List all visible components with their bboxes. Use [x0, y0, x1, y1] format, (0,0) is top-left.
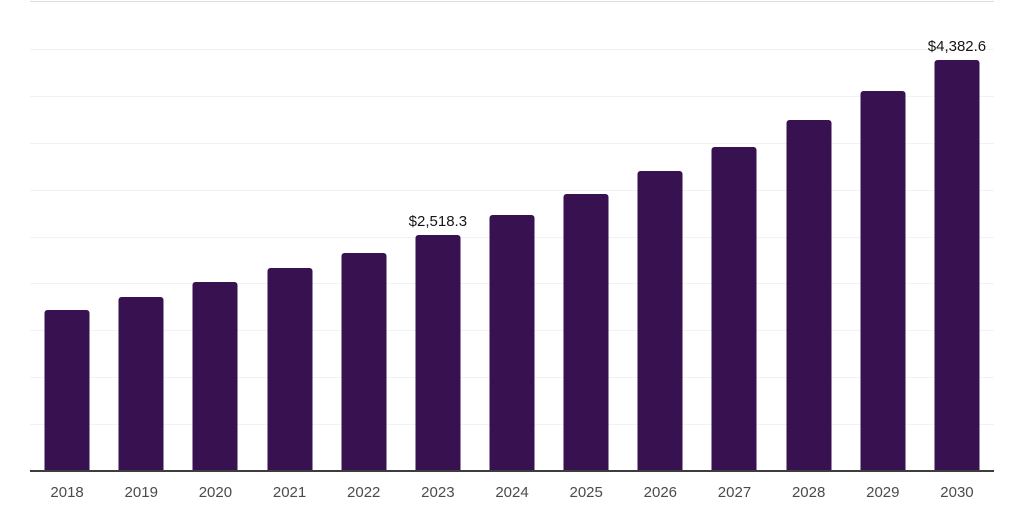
x-axis-tick-labels: 2018 2019 2020 2021 2022 2023 2024 2025 2026 2027… [30, 484, 994, 502]
bar-2023[interactable] [415, 234, 461, 471]
bar-slot-2029 [846, 2, 920, 471]
bar-slot-2027 [697, 2, 771, 471]
gridline [30, 48, 994, 50]
x-tick-2027: 2027 [717, 484, 752, 501]
bar-2025[interactable] [563, 194, 609, 471]
bar-slot-2022 [327, 2, 401, 471]
bar-slot-2018 [30, 2, 104, 471]
bar-2026[interactable] [637, 171, 683, 471]
bar-2019[interactable] [118, 296, 164, 471]
x-tick-2026: 2026 [643, 484, 678, 501]
value-label-2030: $4,382.6 [927, 37, 987, 55]
value-label-2023: $2,518.3 [408, 212, 468, 230]
gridline [30, 189, 994, 191]
bar-2027[interactable] [711, 146, 757, 471]
x-tick-2020: 2020 [198, 484, 233, 501]
bar-slot-2025 [549, 2, 623, 471]
bar-2022[interactable] [341, 252, 387, 471]
x-tick-2029: 2029 [866, 484, 900, 501]
x-tick-2025: 2025 [569, 484, 603, 501]
bar-slot-2023: $2,518.3 [401, 2, 475, 471]
x-tick-2024: 2024 [495, 484, 529, 501]
x-tick-2023: 2023 [421, 484, 455, 501]
gridline [30, 142, 994, 144]
bar-slot-2020 [178, 2, 252, 471]
x-tick-2021: 2021 [272, 484, 307, 501]
x-axis-line [30, 470, 994, 472]
gridline [30, 95, 994, 97]
bar-2030[interactable] [934, 59, 980, 471]
bars-container: $2,518.3 $4,382.6 [30, 2, 994, 471]
bar-slot-2030: $4,382.6 [920, 2, 994, 471]
bar-2021[interactable] [267, 267, 313, 471]
plot-area: $2,518.3 $4,382.6 [30, 1, 994, 471]
x-tick-2028: 2028 [791, 484, 826, 501]
x-tick-2030: 2030 [940, 484, 974, 501]
bar-2029[interactable] [860, 91, 906, 471]
x-tick-2018: 2018 [50, 484, 84, 501]
x-tick-2022: 2022 [347, 484, 381, 501]
bar-slot-2026 [623, 2, 697, 471]
bar-2024[interactable] [489, 215, 535, 471]
bar-slot-2024 [475, 2, 549, 471]
bar-slot-2019 [104, 2, 178, 471]
x-tick-2019: 2019 [124, 484, 158, 501]
bar-2018[interactable] [44, 310, 90, 471]
bar-2020[interactable] [192, 281, 238, 471]
bar-2028[interactable] [786, 120, 832, 471]
bar-slot-2028 [772, 2, 846, 471]
bar-slot-2021 [252, 2, 326, 471]
